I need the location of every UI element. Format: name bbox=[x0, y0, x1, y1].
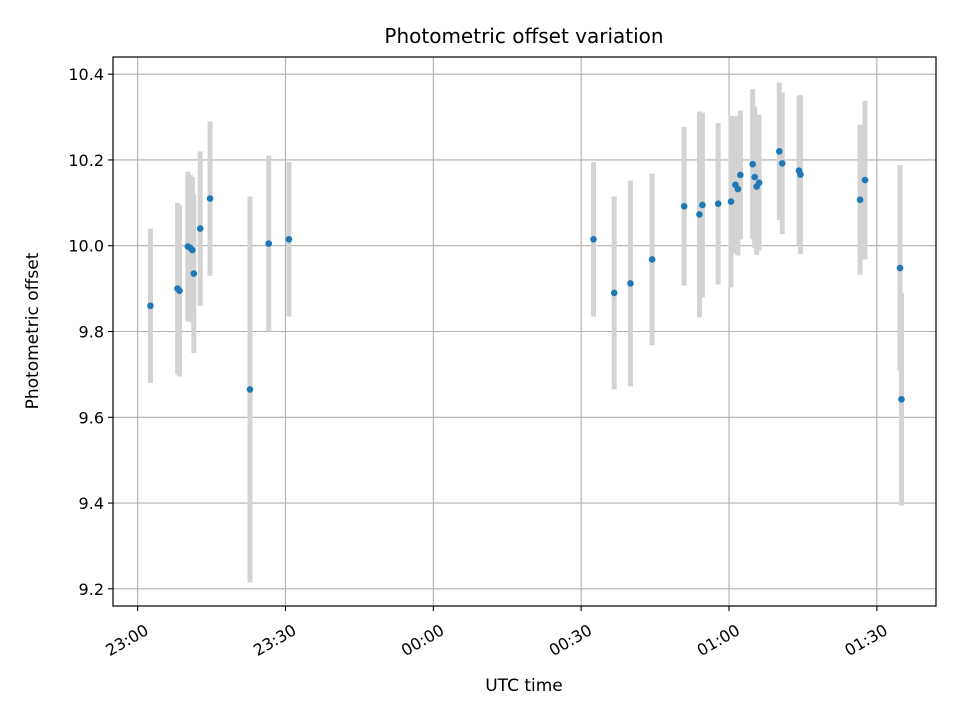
x-tick-label: 00:30 bbox=[546, 620, 595, 660]
data-point bbox=[176, 287, 183, 295]
data-point bbox=[189, 246, 196, 254]
data-point bbox=[749, 160, 756, 168]
data-point bbox=[627, 280, 634, 287]
data-point bbox=[699, 201, 706, 209]
x-tick-label: 01:00 bbox=[694, 620, 743, 660]
data-point bbox=[898, 395, 905, 403]
data-points bbox=[147, 148, 905, 403]
x-axis-label: UTC time bbox=[485, 676, 563, 696]
data-point bbox=[648, 256, 656, 263]
y-tick-label: 10.2 bbox=[68, 151, 104, 170]
data-point bbox=[727, 198, 735, 205]
y-axis-ticks: 9.2 9.4 9.6 9.8 10.0 10.2 10.4 bbox=[68, 65, 113, 599]
data-point bbox=[610, 289, 618, 297]
y-tick-label: 9.4 bbox=[79, 494, 104, 513]
y-tick-label: 9.8 bbox=[79, 323, 104, 342]
data-point bbox=[896, 264, 904, 272]
data-point bbox=[734, 185, 742, 193]
chart-title: Photometric offset variation bbox=[384, 24, 663, 48]
x-tick-label: 01:30 bbox=[841, 620, 890, 660]
data-point bbox=[714, 200, 722, 207]
data-point bbox=[147, 302, 154, 310]
data-point bbox=[206, 195, 214, 202]
data-point bbox=[737, 171, 744, 179]
data-point bbox=[778, 160, 786, 167]
y-axis-label: Photometric offset bbox=[23, 252, 43, 409]
data-point bbox=[196, 225, 204, 232]
grid-lines bbox=[113, 57, 936, 606]
data-point bbox=[246, 386, 254, 393]
data-point bbox=[856, 196, 864, 204]
y-tick-label: 10.0 bbox=[68, 237, 104, 256]
data-point bbox=[190, 270, 198, 277]
data-point bbox=[680, 202, 688, 210]
x-tick-label: 23:30 bbox=[250, 620, 299, 660]
data-point bbox=[696, 211, 703, 218]
x-tick-label: 23:00 bbox=[102, 620, 151, 660]
data-point bbox=[797, 171, 804, 178]
y-tick-label: 10.4 bbox=[68, 65, 104, 84]
error-bars bbox=[147, 82, 905, 583]
data-point bbox=[755, 179, 763, 186]
data-point bbox=[590, 235, 597, 243]
data-point bbox=[775, 148, 783, 155]
data-point bbox=[265, 240, 273, 247]
data-point bbox=[751, 173, 758, 181]
y-tick-label: 9.2 bbox=[79, 580, 104, 599]
x-tick-label: 00:00 bbox=[398, 620, 447, 660]
y-tick-label: 9.6 bbox=[79, 408, 104, 427]
x-axis-ticks: 23:00 23:30 00:00 00:30 01:00 01:30 bbox=[102, 606, 891, 660]
data-point bbox=[861, 176, 869, 184]
data-point bbox=[285, 235, 293, 243]
